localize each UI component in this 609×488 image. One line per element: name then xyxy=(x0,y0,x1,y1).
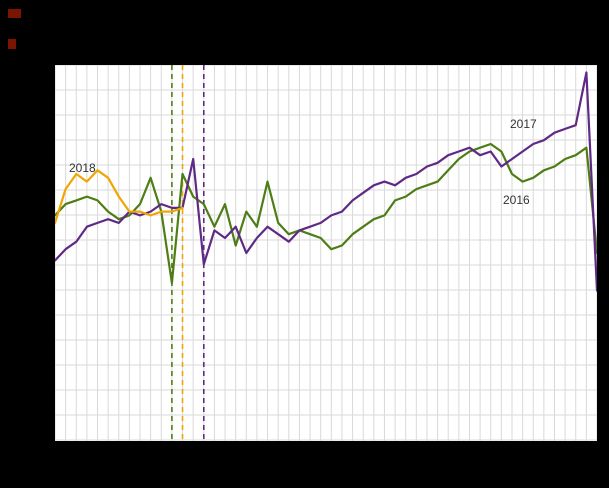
year-label-2016: 2016 xyxy=(503,193,530,207)
series-line-2018 xyxy=(55,169,184,224)
year-label-2017: 2017 xyxy=(510,117,537,131)
year-label-2018: 2018 xyxy=(69,161,96,175)
plot-area: 2018 2017 2016 xyxy=(55,65,597,441)
title-fragment-mark xyxy=(8,39,16,49)
line-chart xyxy=(55,65,597,441)
title-fragment-mark xyxy=(8,9,21,18)
series-line-2017 xyxy=(55,71,597,292)
